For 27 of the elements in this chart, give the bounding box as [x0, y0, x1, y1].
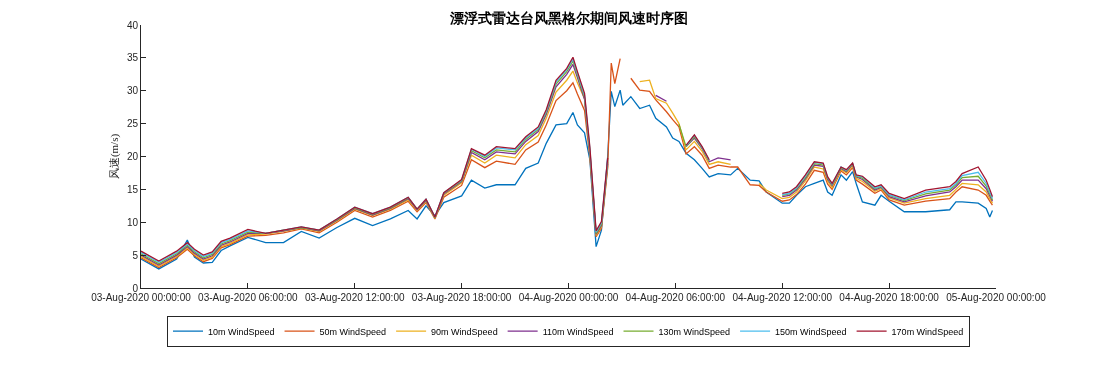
y-tick-label: 25	[126, 118, 139, 130]
legend-label: 90m WindSpeed	[431, 326, 498, 337]
y-tick-label: 10	[126, 216, 139, 228]
x-tick-label: 05-Aug-2020 00:00:00	[946, 292, 1047, 303]
y-tick-label: 35	[126, 52, 139, 64]
legend-label: 130m WindSpeed	[658, 326, 731, 337]
legend-label: 50m WindSpeed	[319, 326, 387, 337]
x-tick-label: 03-Aug-2020 12:00:00	[304, 292, 405, 303]
x-tick-label: 03-Aug-2020 06:00:00	[198, 292, 299, 303]
legend-label: 170m WindSpeed	[891, 326, 964, 337]
y-tick-label: 30	[126, 85, 139, 97]
x-tick-label: 04-Aug-2020 18:00:00	[839, 292, 940, 303]
y-tick-label: 40	[126, 19, 139, 31]
x-tick-label: 03-Aug-2020 00:00:00	[91, 292, 192, 303]
legend-label: 150m WindSpeed	[775, 326, 847, 337]
legend-label: 110m WindSpeed	[542, 326, 614, 337]
x-tick-label: 04-Aug-2020 12:00:00	[732, 292, 833, 303]
y-tick-label: 0	[132, 282, 139, 294]
chart-title: 漂浮式雷达台风黑格尔期间风速时序图	[448, 9, 688, 26]
y-tick-label: 15	[126, 183, 139, 195]
y-tick-label: 5	[132, 249, 139, 261]
x-tick-label: 04-Aug-2020 06:00:00	[625, 292, 726, 303]
legend-label: 10m WindSpeed	[208, 326, 275, 337]
y-tick-label: 20	[126, 151, 139, 162]
x-tick-label: 04-Aug-2020 00:00:00	[518, 292, 619, 303]
y-axis-title: 风速(m/s)	[107, 133, 121, 180]
x-tick-label: 03-Aug-2020 18:00:00	[411, 292, 512, 303]
